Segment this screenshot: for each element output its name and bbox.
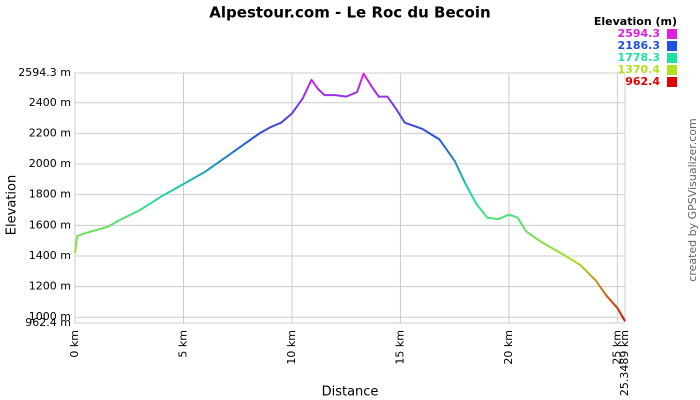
legend-swatch <box>667 77 677 87</box>
credit: created by GPSVisualizer.com <box>686 118 699 281</box>
x-tick-label: 25 km <box>610 330 623 365</box>
x-tick-label: 15 km <box>393 330 406 365</box>
x-axis-label: Distance <box>322 385 379 400</box>
legend-title: Elevation (m) <box>594 15 677 28</box>
legend-label: 2186.3 <box>618 39 660 52</box>
x-tick-label: 10 km <box>285 330 298 365</box>
x-tick-label: 5 km <box>176 330 189 358</box>
chart-title: Alpestour.com - Le Roc du Becoin <box>209 4 490 22</box>
legend-label: 1370.4 <box>618 63 661 76</box>
x-tick-label: 20 km <box>502 330 515 365</box>
y-tick-label: 1800 m <box>29 188 71 201</box>
y-tick-label: 1000 m <box>29 310 71 323</box>
y-tick-label: 962.4 m <box>25 316 71 329</box>
y-tick-label: 1200 m <box>29 280 71 293</box>
legend-swatch <box>667 65 677 75</box>
x-tick-label: 25.3489 km <box>618 330 631 396</box>
x-tick-label: 0 km <box>68 330 81 358</box>
y-tick-label: 2200 m <box>29 126 71 139</box>
legend-label: 2594.3 <box>618 27 660 40</box>
legend-swatch <box>667 29 677 39</box>
y-tick-label: 1600 m <box>29 218 71 231</box>
legend-swatch <box>667 53 677 63</box>
elevation-line <box>74 72 626 322</box>
y-tick-label: 2594.3 m <box>18 66 71 79</box>
y-tick-label: 1400 m <box>29 249 71 262</box>
y-tick-label: 2000 m <box>29 157 71 170</box>
legend-swatch <box>667 41 677 51</box>
y-axis-label: Elevation <box>5 175 20 235</box>
legend-label: 1778.3 <box>618 51 660 64</box>
y-tick-label: 2400 m <box>29 96 71 109</box>
legend-label: 962.4 <box>625 75 660 88</box>
